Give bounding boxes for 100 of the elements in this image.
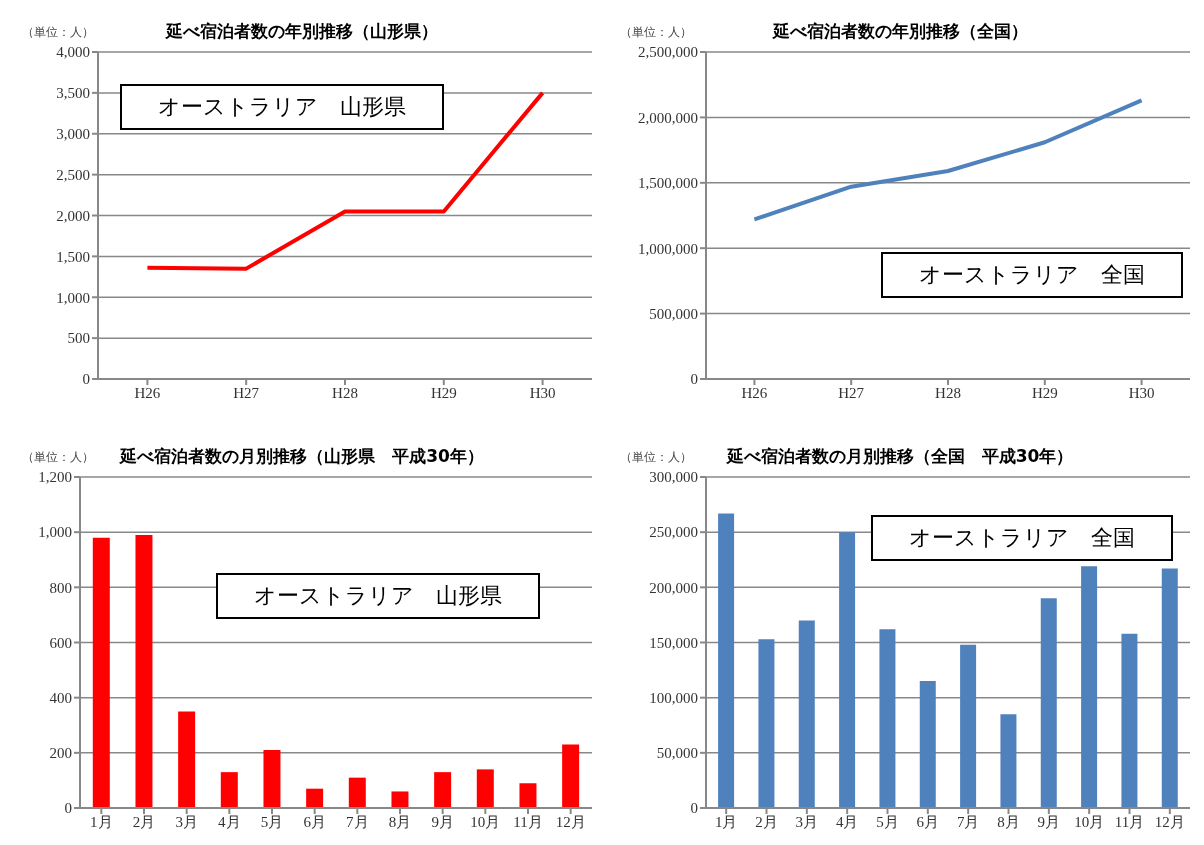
bar [798,620,815,808]
bar [839,532,856,808]
y-tick-label: 50,000 [656,745,698,762]
x-tick-label: 12月 [555,813,586,830]
x-tick-label: H27 [838,384,865,401]
y-tick-label: 1,000 [56,289,90,306]
x-tick-label: 10月 [1074,813,1105,830]
y-tick-label: 800 [49,579,72,596]
x-tick-label: 12月 [1154,813,1185,830]
bar [919,681,936,808]
y-tick-label: 0 [64,800,72,817]
chart-title: 延べ宿泊者数の月別推移（全国 平成30年） [726,446,1074,466]
y-tick-label: 2,500 [56,166,90,183]
y-tick-label: 3,500 [56,85,90,102]
x-tick-label: 2月 [755,813,778,830]
x-tick-label: H28 [935,384,961,401]
chart-title: 延べ宿泊者数の年別推移（山形県） [166,21,438,41]
x-tick-label: H27 [233,384,260,401]
x-tick-label: 9月 [1037,813,1061,830]
y-tick-label: 0 [690,371,698,388]
x-tick-label: H30 [529,384,556,401]
x-tick-label: 11月 [513,813,543,830]
bar [220,772,238,808]
bar [476,769,494,808]
bar [306,788,324,808]
text-box: オーストラリア 山形県 [216,573,540,619]
bar [519,783,537,808]
y-tick-label: 1,000,000 [638,240,698,257]
y-tick-label: 2,000 [56,207,90,224]
y-tick-label: 100,000 [649,689,698,706]
y-tick-label: 150,000 [649,634,698,651]
x-tick-label: 2月 [132,813,156,830]
line-series [752,98,1144,222]
y-tick-label: 400 [49,689,72,706]
chart-title: 延べ宿泊者数の月別推移（山形県 平成30年） [120,446,484,466]
line-series [145,90,545,271]
bar [1000,714,1017,808]
y-tick-label: 1,000 [38,524,72,541]
bar [562,744,580,808]
x-tick-label: 1月 [714,813,738,830]
x-tick-label: H30 [1128,384,1155,401]
x-tick-label: 8月 [388,813,412,830]
y-axis-title: （単位：人） [22,24,94,41]
y-tick-label: 500 [67,330,90,347]
bar [178,711,196,808]
y-tick-label: 2,500,000 [638,44,698,61]
bar [391,791,409,808]
bar [1161,568,1178,808]
x-tick-label: 11月 [1114,813,1145,830]
x-tick-label: H29 [1031,384,1058,401]
x-tick-label: 10月 [470,813,501,830]
x-tick-label: 7月 [346,813,369,830]
y-axis-title: （単位：人） [22,449,94,466]
text-box: オーストラリア 全国 [881,252,1183,298]
y-tick-label: 0 [690,800,698,817]
x-tick-label: 5月 [260,813,284,830]
x-tick-label: H26 [134,384,161,401]
bar [1121,633,1138,808]
y-tick-label: 200 [49,745,72,762]
text-box: オーストラリア 山形県 [120,84,444,130]
x-tick-label: H26 [741,384,768,401]
bar [1081,566,1098,808]
x-tick-label: 4月 [835,813,859,830]
y-axis-title: （単位：人） [620,449,692,466]
y-tick-label: 0 [82,371,90,388]
bar [135,534,153,808]
x-tick-label: 3月 [175,813,198,830]
x-tick-label: 8月 [997,813,1020,830]
x-tick-label: 7月 [956,813,980,830]
bar [1040,598,1057,808]
bar [434,772,452,808]
x-tick-label: H29 [430,384,457,401]
y-tick-label: 1,500 [56,248,90,265]
x-tick-label: 5月 [876,813,899,830]
y-tick-label: 500,000 [649,305,698,322]
x-tick-label: 1月 [90,813,113,830]
text-box: オーストラリア 全国 [871,515,1173,561]
bar [960,644,977,808]
y-axis-title: （単位：人） [620,24,692,41]
chart-title: 延べ宿泊者数の年別推移（全国） [772,21,1028,41]
x-tick-label: 6月 [303,813,326,830]
bar [263,750,281,808]
x-tick-label: 9月 [431,813,454,830]
bar [879,629,896,808]
bar [348,777,366,808]
bar [758,639,775,808]
y-tick-label: 250,000 [649,524,698,541]
y-tick-label: 1,500,000 [638,175,698,192]
x-tick-label: 6月 [916,813,940,830]
bar [92,537,110,808]
x-tick-label: 4月 [218,813,241,830]
y-tick-label: 1,200 [38,469,72,486]
y-tick-label: 4,000 [56,44,90,61]
y-tick-label: 3,000 [56,126,90,143]
y-tick-label: 300,000 [649,469,698,486]
x-tick-label: 3月 [795,813,819,830]
y-tick-label: 600 [49,634,72,651]
x-tick-label: H28 [332,384,358,401]
bar [718,513,735,808]
y-tick-label: 2,000,000 [638,109,698,126]
